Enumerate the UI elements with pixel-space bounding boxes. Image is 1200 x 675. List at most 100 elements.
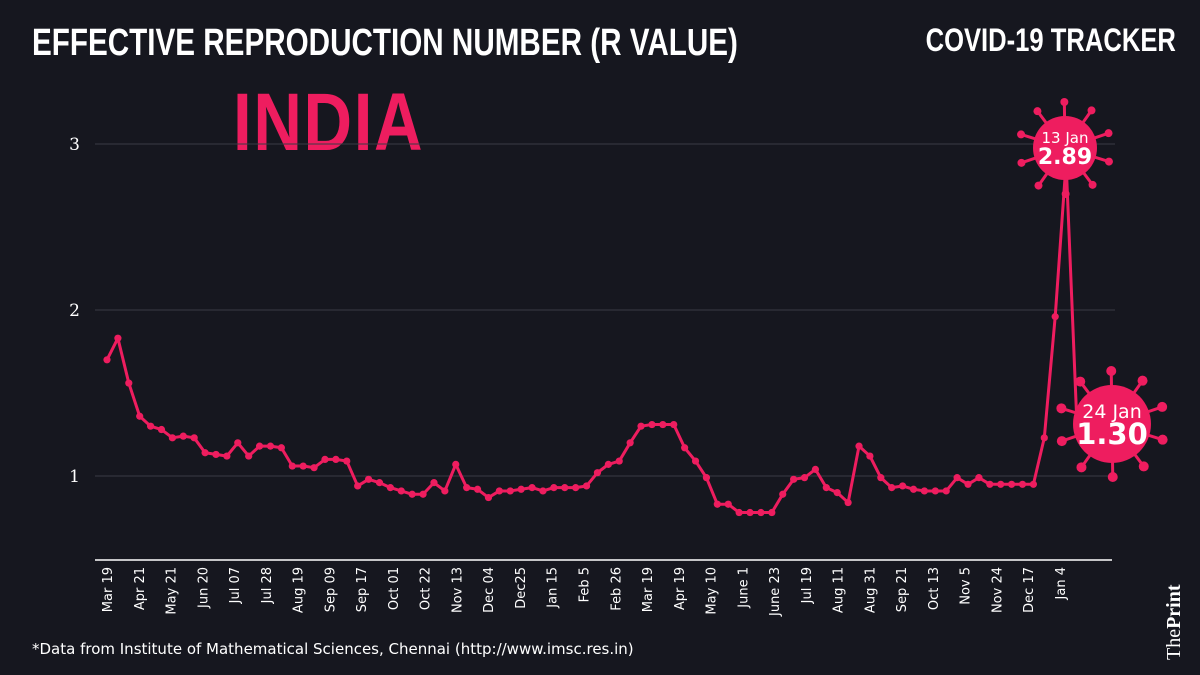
data-point (157, 425, 166, 434)
data-point (702, 474, 711, 482)
x-tick-label: Aug 31 (863, 567, 878, 613)
x-tick-label: Jan 15 (546, 567, 561, 609)
data-point (321, 455, 329, 463)
x-tick-label: Mar 19 (641, 567, 656, 612)
annotation-date: 24 Jan (1082, 401, 1142, 423)
x-tick-label: Nov 13 (450, 567, 465, 613)
data-point (310, 464, 318, 472)
source-note: *Data from Institute of Mathematical Sci… (32, 640, 634, 658)
x-tick-label: Sep 17 (355, 567, 370, 612)
data-point (572, 484, 580, 492)
data-point (1008, 480, 1016, 488)
data-point (899, 482, 907, 490)
data-point (670, 420, 678, 429)
data-point (354, 482, 362, 490)
x-tick-label: Apr 19 (673, 567, 688, 610)
data-point (375, 479, 384, 487)
data-point (844, 498, 852, 507)
data-point (103, 356, 111, 364)
data-point (659, 420, 667, 429)
x-tick-label: Dec 04 (482, 567, 497, 613)
x-tick-label: Dec 17 (1022, 567, 1037, 613)
data-point (430, 479, 438, 487)
virus-spike-tip-icon (1107, 471, 1118, 482)
data-point (114, 334, 122, 342)
data-point (637, 422, 645, 430)
data-point (604, 460, 612, 468)
data-point (125, 379, 133, 387)
data-point (953, 474, 961, 482)
data-point (790, 475, 798, 483)
data-point (288, 462, 296, 470)
y-tick-label: 1 (69, 467, 80, 487)
x-tick-label: Feb 26 (609, 567, 624, 611)
data-point (909, 485, 918, 493)
data-point (648, 420, 656, 429)
data-point (343, 457, 351, 465)
tracker-label: COVID-19 TRACKER (925, 22, 1176, 58)
x-tick-label: June 1 (736, 567, 751, 609)
data-point (735, 508, 743, 517)
data-point (866, 452, 874, 460)
virus-spike-tip-icon (1075, 376, 1086, 387)
data-point (975, 474, 983, 482)
data-point (931, 487, 939, 495)
virus-bubble-icon (1033, 116, 1097, 180)
x-tick-label: Aug 19 (292, 567, 307, 613)
virus-bubble-icon (1073, 385, 1151, 463)
data-point (168, 434, 176, 442)
data-point (146, 422, 155, 430)
virus-spike-tip-icon (1157, 434, 1168, 445)
chart-title: EFFECTIVE REPRODUCTION NUMBER (R VALUE) (32, 22, 738, 64)
data-point (550, 484, 558, 492)
x-tick-label: Oct 13 (927, 567, 942, 610)
x-tick-label: Jul 07 (228, 567, 243, 604)
data-point (332, 455, 340, 463)
data-point (517, 485, 525, 493)
data-point (768, 508, 776, 517)
data-point (888, 484, 896, 492)
x-tick-label: Sep 09 (323, 567, 338, 612)
data-point (179, 432, 187, 440)
x-tick-label: Jan 4 (1054, 567, 1069, 600)
virus-spike-tip-icon (1061, 189, 1070, 198)
data-point (964, 480, 972, 488)
virus-spike-tip-icon (1017, 130, 1026, 139)
x-tick-label: Aug 11 (832, 567, 847, 613)
data-point (223, 452, 231, 460)
data-point (626, 439, 634, 447)
virus-spike-tip-icon (1104, 157, 1113, 166)
x-tick-label: May 10 (705, 567, 720, 615)
virus-spike-tip-icon (1138, 461, 1149, 472)
data-point (724, 500, 732, 508)
data-point (245, 452, 253, 460)
data-point (997, 480, 1005, 488)
data-point (190, 434, 198, 442)
x-tick-label: Apr 21 (133, 567, 148, 610)
data-point (234, 439, 242, 447)
virus-spike-tip-icon (1076, 462, 1087, 473)
x-tick-label: Oct 22 (419, 567, 434, 610)
data-point (212, 450, 220, 459)
data-point (986, 480, 994, 488)
data-point (539, 487, 547, 495)
y-tick-label: 2 (69, 301, 80, 321)
data-point (615, 457, 623, 465)
data-point (942, 487, 950, 495)
data-point (582, 482, 591, 490)
x-tick-label: Oct 01 (387, 567, 402, 610)
data-point (408, 490, 416, 498)
annotation-date: 13 Jan (1042, 129, 1089, 147)
virus-spike-tip-icon (1088, 180, 1097, 189)
x-tick-label: Feb 5 (578, 567, 593, 602)
data-point (800, 474, 809, 482)
data-point (495, 487, 503, 495)
x-tick-label: Dec25 (514, 567, 529, 609)
data-point (255, 442, 264, 450)
country-label: INDIA (233, 77, 425, 168)
data-point (266, 442, 275, 450)
data-point (441, 487, 449, 495)
x-tick-label: Jun 20 (196, 567, 211, 609)
data-point (877, 474, 885, 482)
